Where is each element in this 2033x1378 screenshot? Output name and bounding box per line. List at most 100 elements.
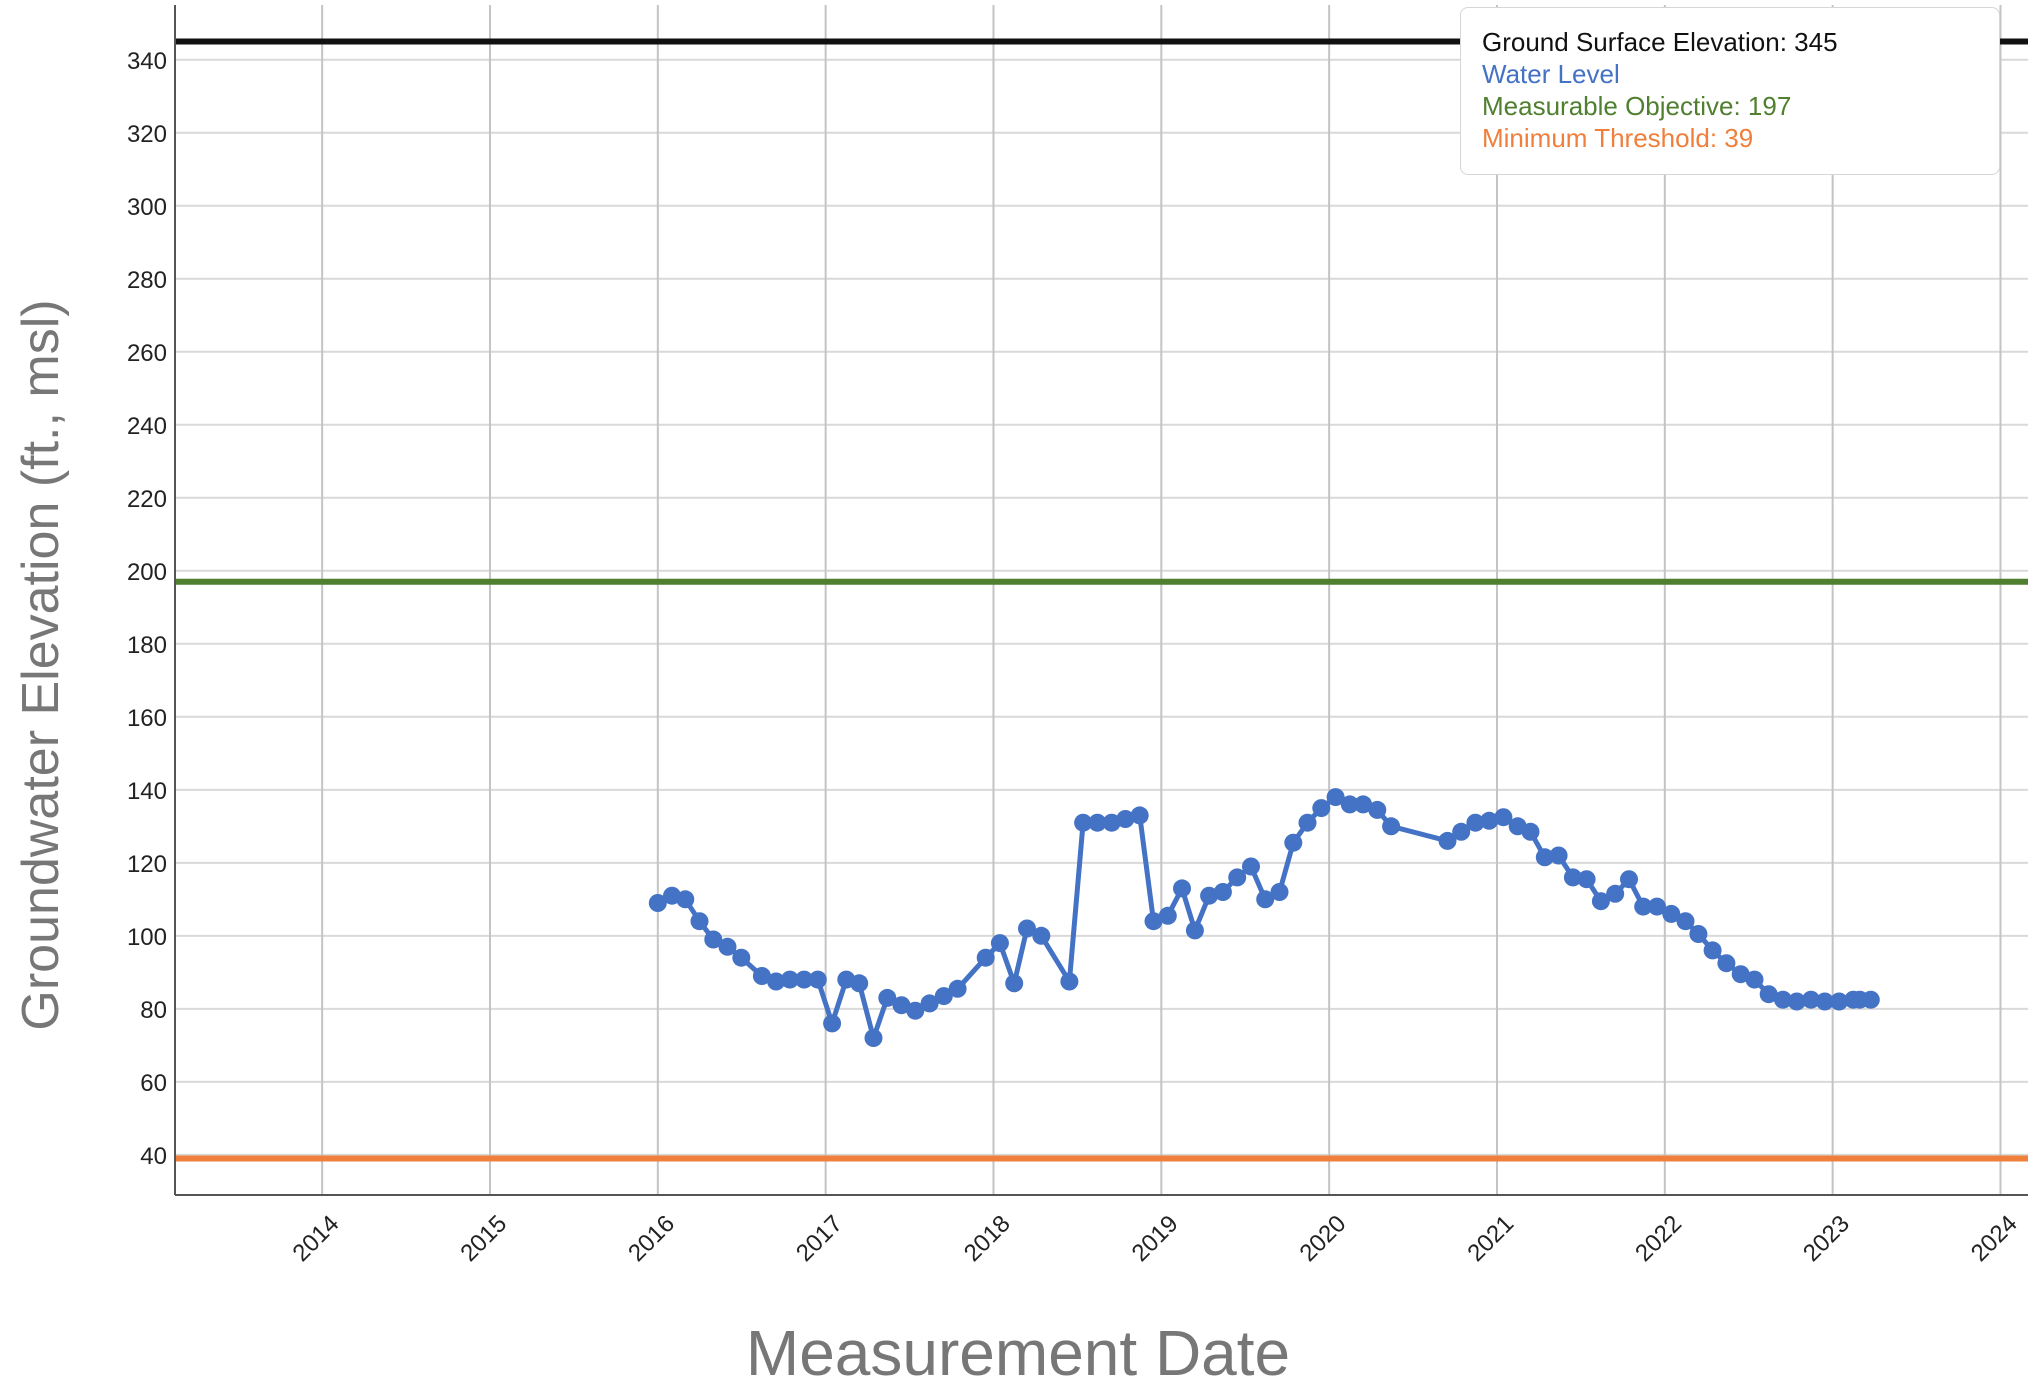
y-tick-label: 340 xyxy=(127,48,167,75)
tick-labels: 40 60 80 100 120 140 160 180 200 220 240 260 280 300 3… xyxy=(127,48,2023,1267)
x-tick-label: 2016 xyxy=(623,1210,680,1267)
data-point xyxy=(1354,795,1373,814)
data-point xyxy=(1466,813,1485,832)
data-point xyxy=(1861,990,1880,1009)
grid xyxy=(175,5,2028,1195)
x-tick-label: 2019 xyxy=(1127,1210,1184,1267)
data-point xyxy=(752,967,771,985)
x-tick-label: 2020 xyxy=(1295,1210,1352,1267)
data-point xyxy=(1452,822,1471,841)
data-point xyxy=(1634,897,1653,916)
y-tick-label: 320 xyxy=(127,121,167,148)
x-tick-label: 2023 xyxy=(1798,1210,1855,1267)
data-point xyxy=(1213,883,1232,901)
y-axis-label: Groundwater Elevation (ft., msl) xyxy=(12,299,70,1030)
x-tick-label: 2015 xyxy=(455,1210,512,1267)
data-point xyxy=(990,934,1009,953)
data-point xyxy=(1717,954,1736,973)
data-point xyxy=(1130,806,1149,825)
data-point xyxy=(1731,965,1750,984)
data-point xyxy=(1480,811,1499,830)
data-point xyxy=(892,996,911,1015)
data-point xyxy=(1494,808,1513,827)
data-point xyxy=(1802,990,1820,1009)
legend-item-minimum-threshold: Minimum Threshold: 39 xyxy=(1482,123,1754,153)
data-point xyxy=(1116,810,1135,828)
data-point xyxy=(795,970,814,989)
data-point xyxy=(1774,990,1792,1009)
data-point xyxy=(1032,926,1051,945)
data-point xyxy=(1606,884,1625,903)
data-point xyxy=(1242,857,1260,876)
series-water-level xyxy=(648,788,1880,1047)
x-tick-label: 2021 xyxy=(1462,1210,1519,1267)
data-point xyxy=(1549,846,1568,865)
data-point xyxy=(1018,919,1036,938)
data-point xyxy=(1256,890,1275,909)
y-tick-label: 120 xyxy=(127,851,167,878)
data-point xyxy=(920,994,939,1013)
y-tick-label: 200 xyxy=(127,559,167,586)
axes xyxy=(174,5,2028,1196)
data-point xyxy=(704,930,723,949)
reference-lines xyxy=(175,38,2028,1162)
data-point xyxy=(1577,870,1596,889)
data-point xyxy=(1005,974,1024,993)
data-point xyxy=(1759,985,1778,1004)
data-point xyxy=(1326,788,1345,807)
data-point xyxy=(1438,831,1457,850)
data-point xyxy=(1173,879,1191,898)
data-point xyxy=(1312,799,1331,818)
data-point xyxy=(906,1001,925,1020)
data-point xyxy=(1185,921,1204,940)
data-point xyxy=(676,890,695,909)
data-point xyxy=(878,988,897,1007)
data-point xyxy=(1620,870,1638,889)
data-point xyxy=(1815,992,1834,1011)
data-point xyxy=(690,912,709,931)
x-tick-label: 2024 xyxy=(1966,1210,2023,1267)
data-point xyxy=(1340,795,1359,814)
data-point xyxy=(1745,970,1764,989)
y-tick-label: 160 xyxy=(127,705,167,732)
x-tick-label: 2022 xyxy=(1630,1210,1687,1267)
data-point xyxy=(1787,992,1806,1011)
data-point xyxy=(1298,813,1317,832)
legend-item-measurable-objective: Measurable Objective: 197 xyxy=(1482,91,1792,121)
y-tick-label: 220 xyxy=(127,486,167,513)
x-tick-label: 2018 xyxy=(959,1210,1016,1267)
data-point xyxy=(1382,817,1401,836)
data-point xyxy=(1689,925,1708,943)
data-point xyxy=(1676,912,1695,931)
y-tick-label: 180 xyxy=(127,632,167,659)
data-point xyxy=(1144,912,1163,931)
x-tick-label: 2014 xyxy=(288,1210,345,1267)
data-point xyxy=(1648,897,1666,916)
data-point xyxy=(934,987,953,1006)
y-tick-label: 100 xyxy=(127,924,167,951)
data-point xyxy=(850,974,869,993)
data-point xyxy=(808,970,827,989)
data-point xyxy=(1270,883,1289,901)
data-point xyxy=(948,979,967,998)
data-point xyxy=(1830,992,1849,1011)
data-point xyxy=(1284,833,1303,852)
data-point xyxy=(1060,972,1079,991)
legend-item-water-level: Water Level xyxy=(1482,59,1620,89)
y-tick-label: 260 xyxy=(127,340,167,367)
y-tick-label: 240 xyxy=(127,413,167,440)
data-point xyxy=(864,1029,883,1047)
y-tick-label: 280 xyxy=(127,267,167,294)
data-point xyxy=(1563,868,1582,887)
data-point xyxy=(823,1014,842,1033)
data-point xyxy=(648,894,667,912)
data-point xyxy=(976,948,995,967)
y-tick-label: 60 xyxy=(140,1070,167,1097)
legend-item-ground-surface: Ground Surface Elevation: 345 xyxy=(1482,27,1838,57)
data-point xyxy=(1228,868,1247,887)
x-tick-label: 2017 xyxy=(791,1210,848,1267)
data-point xyxy=(780,970,799,989)
data-point xyxy=(1102,813,1121,832)
data-point xyxy=(1158,906,1177,925)
